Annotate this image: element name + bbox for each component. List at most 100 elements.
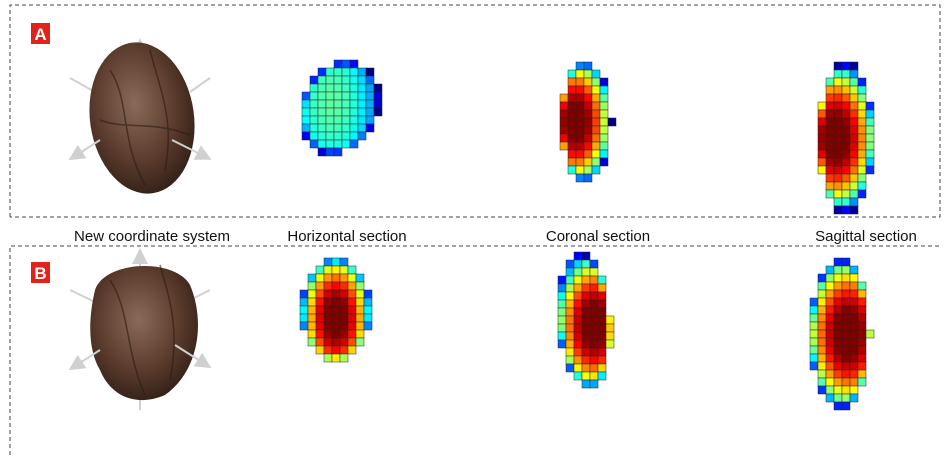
voxel bbox=[599, 109, 609, 119]
voxel bbox=[809, 329, 819, 339]
voxel bbox=[841, 77, 851, 87]
voxel bbox=[833, 85, 843, 95]
voxel bbox=[817, 321, 827, 331]
voxel bbox=[349, 107, 359, 117]
voxel bbox=[865, 133, 875, 143]
voxel bbox=[557, 275, 567, 285]
voxel bbox=[339, 257, 349, 267]
voxel bbox=[355, 297, 365, 307]
voxel bbox=[833, 157, 843, 167]
voxel bbox=[581, 259, 591, 269]
voxel bbox=[841, 181, 851, 191]
voxel bbox=[567, 85, 577, 95]
voxel bbox=[307, 281, 317, 291]
voxel bbox=[559, 133, 569, 143]
voxel bbox=[309, 99, 319, 109]
voxel bbox=[833, 281, 843, 291]
voxel bbox=[583, 61, 593, 71]
voxel bbox=[349, 115, 359, 125]
voxel bbox=[833, 257, 843, 267]
voxel bbox=[339, 305, 349, 315]
voxel bbox=[825, 141, 835, 151]
voxel bbox=[817, 289, 827, 299]
voxel bbox=[349, 75, 359, 85]
voxel bbox=[583, 149, 593, 159]
voxel bbox=[825, 265, 835, 275]
voxel bbox=[833, 69, 843, 79]
voxel bbox=[373, 83, 383, 93]
voxel bbox=[605, 323, 615, 333]
voxel bbox=[591, 109, 601, 119]
voxel bbox=[605, 315, 615, 325]
voxel bbox=[857, 173, 867, 183]
voxel bbox=[591, 77, 601, 87]
voxel bbox=[841, 289, 851, 299]
voxel bbox=[825, 173, 835, 183]
voxel bbox=[309, 115, 319, 125]
column-title: Horizontal section bbox=[287, 228, 406, 245]
voxel bbox=[825, 377, 835, 387]
voxel bbox=[865, 109, 875, 119]
voxel bbox=[849, 377, 859, 387]
voxel bbox=[589, 379, 599, 389]
voxel bbox=[339, 281, 349, 291]
voxel-map bbox=[301, 59, 383, 157]
voxel bbox=[331, 305, 341, 315]
voxel bbox=[857, 361, 867, 371]
voxel bbox=[825, 77, 835, 87]
voxel bbox=[841, 125, 851, 135]
voxel bbox=[817, 101, 827, 111]
voxel bbox=[833, 385, 843, 395]
voxel bbox=[323, 345, 333, 355]
voxel bbox=[331, 337, 341, 347]
voxel bbox=[309, 91, 319, 101]
voxel bbox=[817, 337, 827, 347]
voxel bbox=[591, 133, 601, 143]
voxel bbox=[865, 101, 875, 111]
voxel bbox=[599, 157, 609, 167]
voxel bbox=[857, 165, 867, 175]
voxel bbox=[857, 101, 867, 111]
voxel bbox=[833, 101, 843, 111]
voxel bbox=[365, 107, 375, 117]
voxel bbox=[865, 117, 875, 127]
voxel bbox=[857, 353, 867, 363]
voxel bbox=[339, 353, 349, 363]
voxel bbox=[833, 109, 843, 119]
voxel bbox=[565, 347, 575, 357]
voxel bbox=[575, 69, 585, 79]
voxel bbox=[573, 283, 583, 293]
voxel bbox=[817, 361, 827, 371]
voxel bbox=[333, 139, 343, 149]
voxel bbox=[833, 265, 843, 275]
voxel bbox=[301, 115, 311, 125]
voxel bbox=[575, 101, 585, 111]
voxel bbox=[597, 275, 607, 285]
voxel bbox=[325, 131, 335, 141]
voxel bbox=[605, 339, 615, 349]
voxel bbox=[841, 313, 851, 323]
voxel bbox=[357, 99, 367, 109]
voxel bbox=[567, 125, 577, 135]
voxel bbox=[849, 361, 859, 371]
voxel bbox=[589, 267, 599, 277]
voxel bbox=[341, 131, 351, 141]
voxel bbox=[599, 85, 609, 95]
voxel bbox=[567, 77, 577, 87]
voxel bbox=[357, 123, 367, 133]
voxel bbox=[817, 133, 827, 143]
voxel bbox=[825, 313, 835, 323]
voxel bbox=[317, 131, 327, 141]
voxel bbox=[307, 321, 317, 331]
voxel bbox=[583, 117, 593, 127]
voxel bbox=[575, 93, 585, 103]
voxel bbox=[355, 313, 365, 323]
voxel bbox=[849, 77, 859, 87]
voxel bbox=[841, 61, 851, 71]
voxel bbox=[833, 329, 843, 339]
voxel bbox=[809, 337, 819, 347]
voxel bbox=[841, 265, 851, 275]
voxel bbox=[809, 345, 819, 355]
voxel bbox=[825, 85, 835, 95]
